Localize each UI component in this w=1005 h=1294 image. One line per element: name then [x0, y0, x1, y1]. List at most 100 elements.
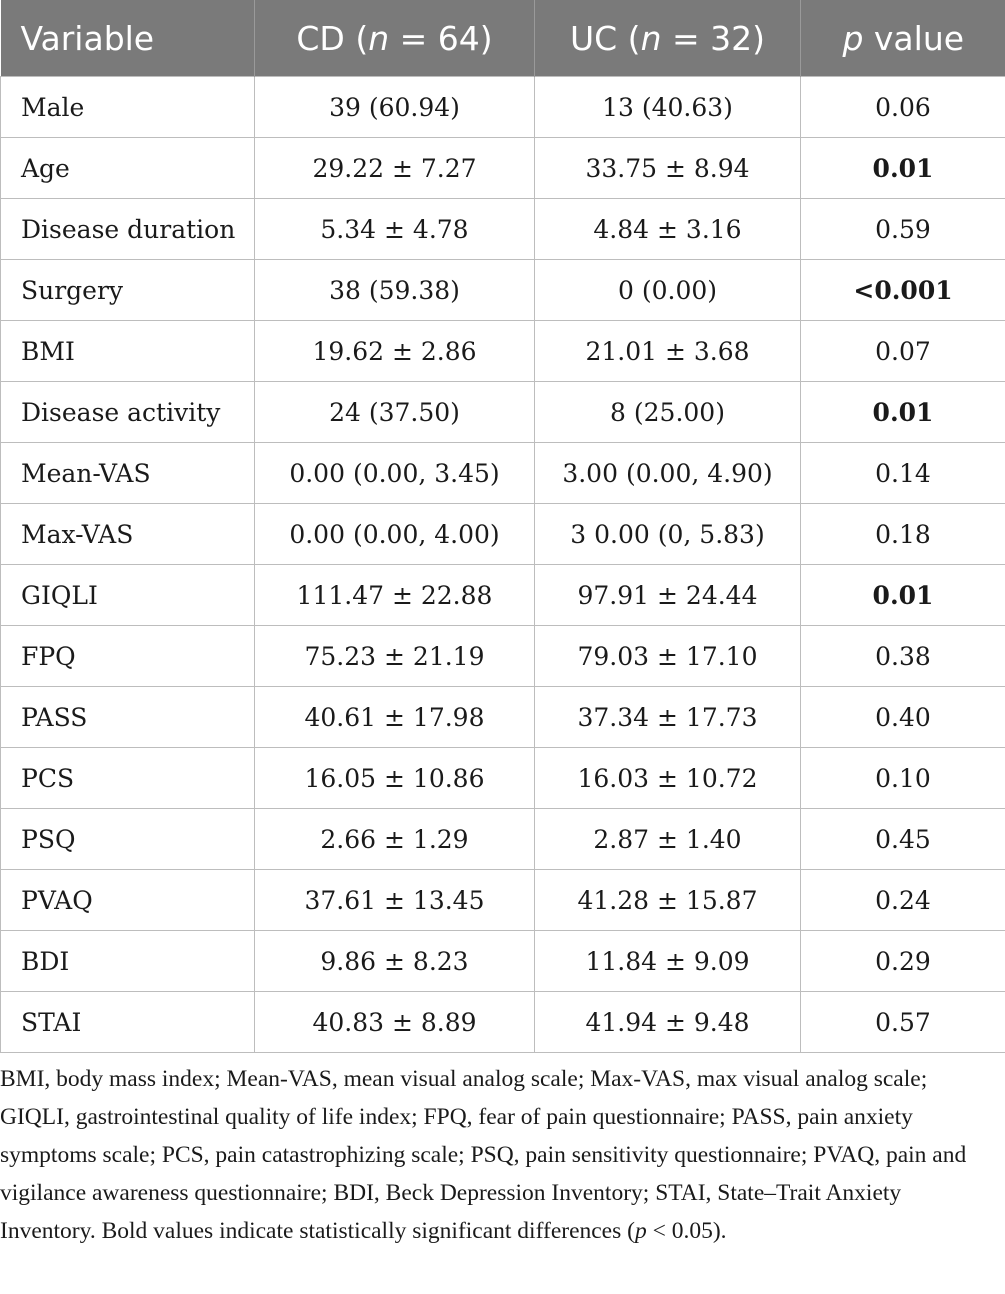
cell-cd: 16.05 ± 10.86 — [254, 747, 535, 809]
cell-p-value: 0.38 — [800, 625, 1005, 687]
cell-cd: 38 (59.38) — [254, 259, 535, 321]
table-row: Surgery 38 (59.38) 0 (0.00) <0.001 — [0, 259, 1005, 321]
cell-variable: Mean-VAS — [0, 442, 255, 504]
cell-uc: 13 (40.63) — [534, 76, 801, 138]
cell-variable: PASS — [0, 686, 255, 748]
table-row: Mean-VAS 0.00 (0.00, 3.45) 3.00 (0.00, 4.9… — [0, 442, 1005, 504]
cell-p-value: 0.14 — [800, 442, 1005, 504]
cell-uc: 11.84 ± 9.09 — [534, 930, 801, 992]
cell-p-value: 0.01 — [800, 137, 1005, 199]
cell-p-value: <0.001 — [800, 259, 1005, 321]
cell-p-value: 0.01 — [800, 381, 1005, 443]
table-container: Variable CD (n = 64) UC (n = 32) p value… — [0, 0, 1005, 1244]
cell-variable: Surgery — [0, 259, 255, 321]
table-row: PVAQ 37.61 ± 13.45 41.28 ± 15.87 0.24 — [0, 869, 1005, 931]
cell-variable: BMI — [0, 320, 255, 382]
header-p-value: p value — [800, 0, 1005, 77]
cell-p-value: 0.40 — [800, 686, 1005, 748]
header-row: Variable CD (n = 64) UC (n = 32) p value — [0, 0, 1005, 77]
cell-p-value: 0.24 — [800, 869, 1005, 931]
cell-variable: Disease activity — [0, 381, 255, 443]
cell-p-value: 0.29 — [800, 930, 1005, 992]
table-row: Disease activity 24 (37.50) 8 (25.00) 0.01 — [0, 381, 1005, 443]
cell-variable: Disease duration — [0, 198, 255, 260]
table-row: PSQ 2.66 ± 1.29 2.87 ± 1.40 0.45 — [0, 808, 1005, 870]
cell-cd: 2.66 ± 1.29 — [254, 808, 535, 870]
cell-cd: 39 (60.94) — [254, 76, 535, 138]
header-uc-n: n — [640, 18, 662, 58]
header-uc: UC (n = 32) — [534, 0, 801, 77]
cell-p-value: 0.18 — [800, 503, 1005, 565]
footnote-end-text: < 0.05). — [646, 1218, 727, 1244]
cell-variable: PVAQ — [0, 869, 255, 931]
cell-uc: 3.00 (0.00, 4.90) — [534, 442, 801, 504]
cell-cd: 75.23 ± 21.19 — [254, 625, 535, 687]
cell-variable: BDI — [0, 930, 255, 992]
cell-variable: STAI — [0, 991, 255, 1053]
cell-uc: 8 (25.00) — [534, 381, 801, 443]
cell-p-value: 0.45 — [800, 808, 1005, 870]
table-row: BMI 19.62 ± 2.86 21.01 ± 3.68 0.07 — [0, 320, 1005, 382]
cell-cd: 40.61 ± 17.98 — [254, 686, 535, 748]
header-variable: Variable — [0, 0, 255, 77]
cell-p-value: 0.07 — [800, 320, 1005, 382]
header-p-suffix: value — [863, 18, 965, 58]
table-footnote: BMI, body mass index; Mean-VAS, mean vis… — [0, 1060, 995, 1250]
table-row: Male 39 (60.94) 13 (40.63) 0.06 — [0, 76, 1005, 138]
demographics-table: Variable CD (n = 64) UC (n = 32) p value… — [0, 0, 1005, 1053]
cell-cd: 0.00 (0.00, 4.00) — [254, 503, 535, 565]
table-row: FPQ 75.23 ± 21.19 79.03 ± 17.10 0.38 — [0, 625, 1005, 687]
header-cd-prefix: CD ( — [296, 18, 369, 58]
cell-uc: 79.03 ± 17.10 — [534, 625, 801, 687]
footnote-p-italic: p — [634, 1218, 647, 1244]
header-cd-n: n — [368, 18, 390, 58]
cell-uc: 41.28 ± 15.87 — [534, 869, 801, 931]
cell-uc: 4.84 ± 3.16 — [534, 198, 801, 260]
table-row: STAI 40.83 ± 8.89 41.94 ± 9.48 0.57 — [0, 991, 1005, 1053]
cell-variable: PCS — [0, 747, 255, 809]
header-uc-prefix: UC ( — [570, 18, 641, 58]
cell-p-value: 0.59 — [800, 198, 1005, 260]
table-row: PCS 16.05 ± 10.86 16.03 ± 10.72 0.10 — [0, 747, 1005, 809]
cell-p-value: 0.06 — [800, 76, 1005, 138]
cell-uc: 2.87 ± 1.40 — [534, 808, 801, 870]
table-row: BDI 9.86 ± 8.23 11.84 ± 9.09 0.29 — [0, 930, 1005, 992]
table-row: GIQLI 111.47 ± 22.88 97.91 ± 24.44 0.01 — [0, 564, 1005, 626]
header-cd-suffix: = 64) — [389, 18, 493, 58]
cell-variable: Male — [0, 76, 255, 138]
footnote-main-text: BMI, body mass index; Mean-VAS, mean vis… — [0, 1066, 967, 1244]
cell-variable: GIQLI — [0, 564, 255, 626]
cell-cd: 29.22 ± 7.27 — [254, 137, 535, 199]
cell-uc: 21.01 ± 3.68 — [534, 320, 801, 382]
cell-uc: 3 0.00 (0, 5.83) — [534, 503, 801, 565]
cell-variable: FPQ — [0, 625, 255, 687]
cell-p-value: 0.01 — [800, 564, 1005, 626]
header-variable-label: Variable — [20, 18, 155, 58]
cell-uc: 97.91 ± 24.44 — [534, 564, 801, 626]
cell-p-value: 0.57 — [800, 991, 1005, 1053]
cell-uc: 33.75 ± 8.94 — [534, 137, 801, 199]
cell-variable: Age — [0, 137, 255, 199]
cell-cd: 0.00 (0.00, 3.45) — [254, 442, 535, 504]
cell-uc: 37.34 ± 17.73 — [534, 686, 801, 748]
cell-cd: 9.86 ± 8.23 — [254, 930, 535, 992]
cell-uc: 41.94 ± 9.48 — [534, 991, 801, 1053]
cell-p-value: 0.10 — [800, 747, 1005, 809]
header-uc-suffix: = 32) — [661, 18, 765, 58]
cell-cd: 37.61 ± 13.45 — [254, 869, 535, 931]
cell-cd: 24 (37.50) — [254, 381, 535, 443]
table-header: Variable CD (n = 64) UC (n = 32) p value — [0, 0, 1005, 77]
cell-cd: 5.34 ± 4.78 — [254, 198, 535, 260]
cell-cd: 19.62 ± 2.86 — [254, 320, 535, 382]
cell-cd: 40.83 ± 8.89 — [254, 991, 535, 1053]
table-row: PASS 40.61 ± 17.98 37.34 ± 17.73 0.40 — [0, 686, 1005, 748]
table-row: Age 29.22 ± 7.27 33.75 ± 8.94 0.01 — [0, 137, 1005, 199]
cell-variable: PSQ — [0, 808, 255, 870]
table-row: Disease duration 5.34 ± 4.78 4.84 ± 3.16 0.… — [0, 198, 1005, 260]
header-p-italic: p — [842, 18, 864, 58]
cell-cd: 111.47 ± 22.88 — [254, 564, 535, 626]
cell-variable: Max-VAS — [0, 503, 255, 565]
header-cd: CD (n = 64) — [254, 0, 535, 77]
cell-uc: 0 (0.00) — [534, 259, 801, 321]
cell-uc: 16.03 ± 10.72 — [534, 747, 801, 809]
